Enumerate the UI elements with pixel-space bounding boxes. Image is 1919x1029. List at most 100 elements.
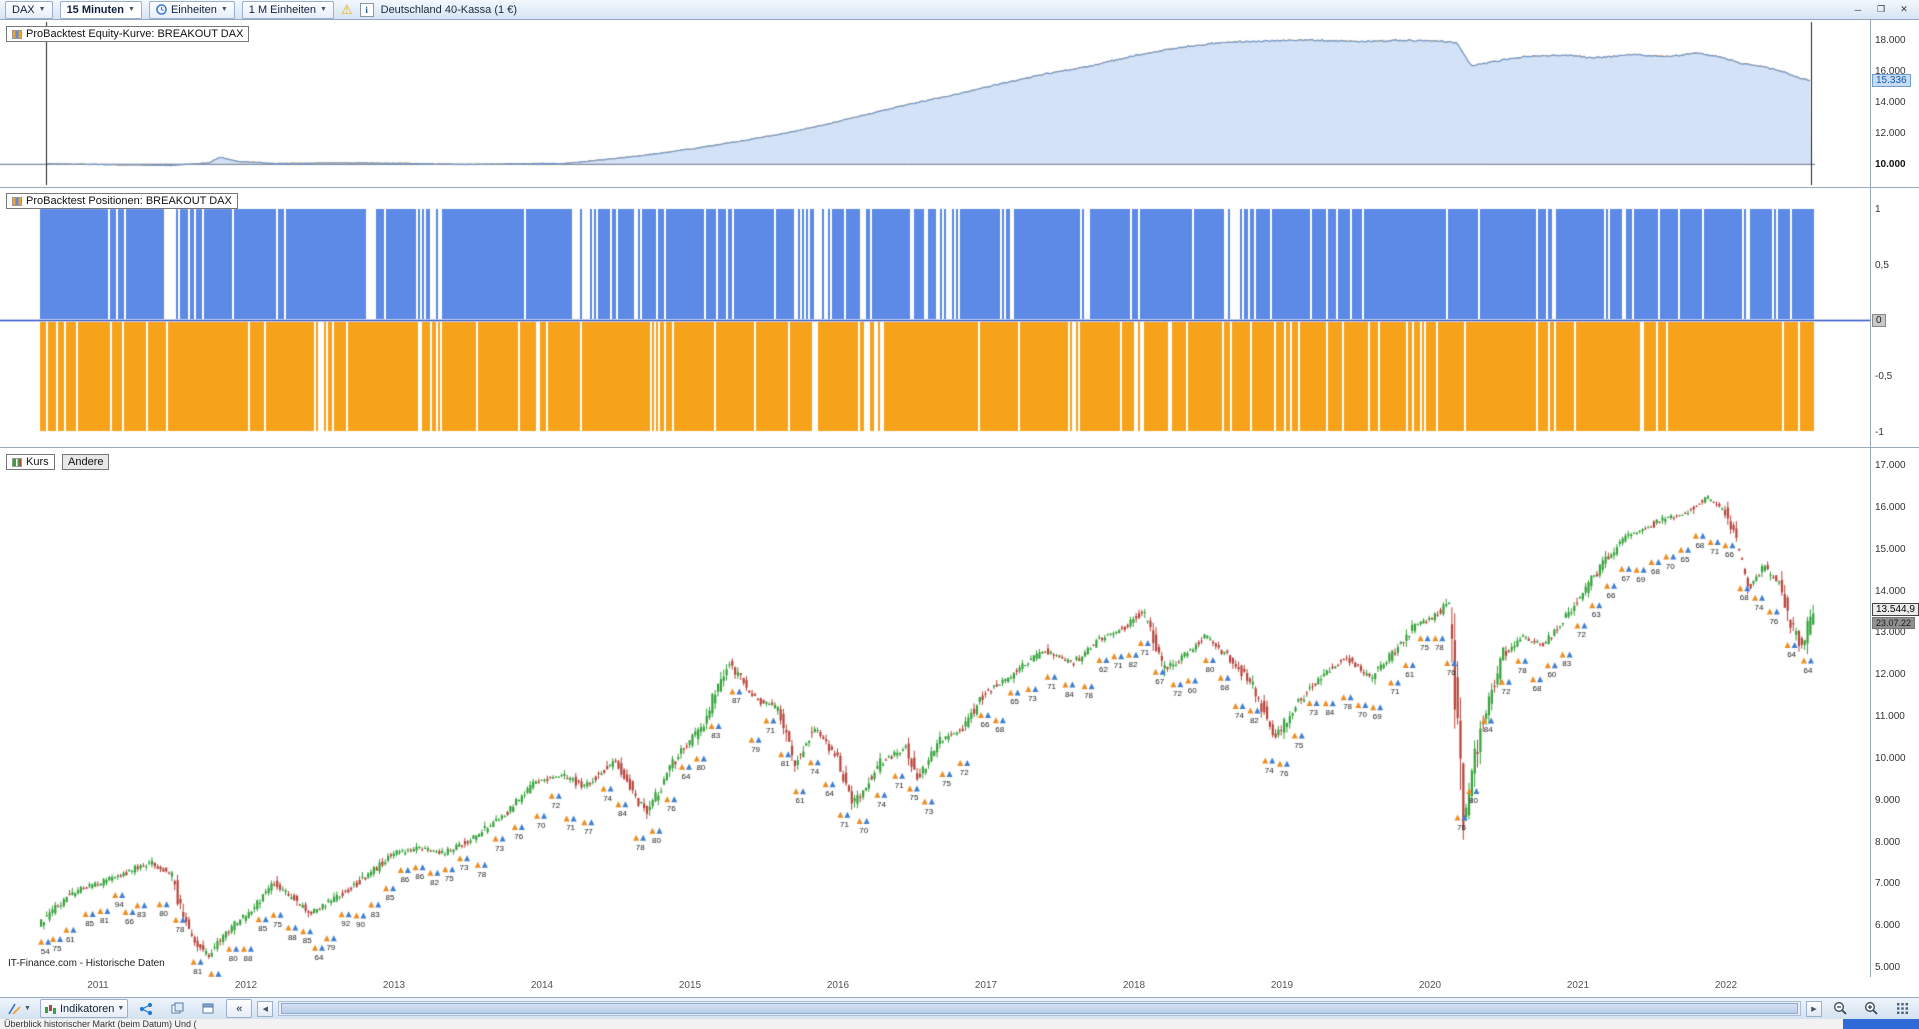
dots-grid-icon	[1896, 1003, 1908, 1014]
positions-zero-chip: 0	[1872, 313, 1886, 327]
taskbar-fragment	[1843, 1019, 1919, 1029]
axis-tick-label: -0,5	[1875, 371, 1893, 383]
axis-tick-label: 14.000	[1875, 96, 1906, 108]
axis-tick-label: 17.000	[1875, 460, 1906, 471]
status-text: Überblick historischer Markt (beim Datum…	[4, 1019, 197, 1029]
equity-panel-label[interactable]: ProBacktest Equity-Kurve: BREAKOUT DAX	[6, 26, 250, 42]
year-label: 2018	[1122, 980, 1146, 991]
axis-tick-label: 14.000	[1875, 585, 1906, 597]
positions-panel-label-text: ProBacktest Positionen: BREAKOUT DAX	[26, 195, 232, 207]
indicator-candles-icon	[44, 1004, 56, 1014]
year-label: 2011	[87, 980, 109, 991]
axis-tick-label: 18.000	[1875, 35, 1906, 47]
equity-panel-label-text: ProBacktest Equity-Kurve: BREAKOUT DAX	[26, 28, 244, 40]
timeframe-select[interactable]: 15 Minuten ▼	[59, 0, 142, 19]
window-copy-icon	[202, 1003, 214, 1014]
bottom-toolbar: ▼ Indikatoren ▼	[0, 997, 1919, 1019]
panel-divider	[0, 447, 1919, 448]
symbol-label: DAX	[12, 3, 35, 16]
status-row: Überblick historischer Markt (beim Datum…	[0, 1019, 1919, 1029]
axis-tick-label: 15.000	[1875, 543, 1906, 555]
axis-tick-label: 8.000	[1875, 836, 1901, 848]
price-last-date-chip: 23.07.22	[1872, 616, 1916, 629]
tab-andere-label: Andere	[68, 456, 104, 468]
scroll-left-button[interactable]: ◀	[257, 1000, 274, 1017]
close-button[interactable]: ✕	[1900, 4, 1908, 14]
warning-icon[interactable]: ⚠	[340, 2, 353, 17]
chevron-down-icon: ▼	[320, 6, 327, 13]
units-count-label: 1 M Einheiten	[248, 3, 317, 16]
axis-tick-label: 9.000	[1875, 794, 1901, 806]
axis-tick-label: 12.000	[1875, 127, 1906, 139]
grid-options-button[interactable]	[1889, 999, 1915, 1018]
indicators-label: Indikatoren	[59, 1002, 115, 1015]
instrument-label: Deutschland 40-Kassa (1 €)	[380, 3, 517, 16]
collapse-button[interactable]: «	[226, 999, 253, 1018]
axis-tick-label: -1	[1875, 427, 1884, 438]
year-label: 2019	[1270, 980, 1294, 991]
new-window-button[interactable]	[164, 999, 190, 1018]
panel-divider	[0, 187, 1919, 188]
axis-tick-label: 13.000	[1875, 627, 1906, 639]
price-chart[interactable]	[0, 448, 1870, 977]
drawing-tools-button[interactable]: ▼	[4, 999, 35, 1018]
clock-icon	[156, 4, 167, 15]
timeframe-label: 15 Minuten	[66, 3, 125, 16]
axis-tick-label: 7.000	[1875, 878, 1901, 890]
restore-button[interactable]: ❐	[1876, 4, 1886, 14]
share-nodes-icon	[140, 1002, 153, 1015]
year-label: 2015	[678, 980, 702, 991]
scroll-right-button[interactable]: ▶	[1806, 1000, 1822, 1017]
axis-tick-label: 6.000	[1875, 920, 1901, 932]
year-label: 2013	[382, 980, 406, 991]
axis-tick-label: 16.000	[1875, 501, 1906, 513]
price-last-value-chip: 13.544,9	[1872, 602, 1919, 616]
minimize-button[interactable]: ─	[1854, 4, 1862, 15]
zoom-out-icon	[1833, 1002, 1847, 1015]
zoom-out-button[interactable]	[1827, 999, 1853, 1018]
symbol-select[interactable]: DAX ▼	[5, 0, 53, 19]
time-axis[interactable]: 2011 2012 2013 2014 2015 2016 2017 2018 2019 2020…	[0, 977, 1919, 997]
tab-kurs[interactable]: Kurs	[6, 454, 55, 470]
duplicate-window-button[interactable]	[195, 999, 221, 1018]
units-type-label: Einheiten	[170, 3, 217, 16]
units-count-select[interactable]: 1 M Einheiten ▼	[241, 0, 334, 19]
axis-tick-label: 10.000	[1875, 752, 1906, 764]
axis-tick-label: 1	[1875, 204, 1881, 215]
axis-tick-label: 12.000	[1875, 669, 1906, 681]
indicators-button[interactable]: Indikatoren ▼	[39, 999, 129, 1018]
year-label: 2022	[1714, 980, 1738, 991]
chevron-down-icon: ▼	[117, 1005, 125, 1012]
share-button[interactable]	[133, 999, 159, 1018]
year-label: 2021	[1566, 980, 1590, 991]
year-label: 2020	[1418, 980, 1442, 991]
positions-chart[interactable]	[0, 188, 1870, 447]
year-label: 2014	[530, 980, 554, 991]
window-controls: ─ ❐ ✕	[1848, 2, 1914, 18]
zoom-in-button[interactable]	[1858, 999, 1884, 1018]
horizontal-scrollbar[interactable]	[278, 1001, 1801, 1016]
year-label: 2016	[826, 980, 850, 991]
year-label: 2012	[234, 980, 258, 991]
info-icon[interactable]: i	[359, 2, 374, 17]
axis-tick-label: 16.000	[1875, 66, 1906, 78]
equity-last-value-chip: 15.336	[1872, 74, 1911, 88]
year-label: 2017	[974, 980, 998, 991]
chevron-down-icon: ▼	[220, 6, 228, 13]
data-source-watermark: IT-Finance.com - Historische Daten	[8, 958, 165, 969]
histogram-icon	[12, 29, 22, 39]
candlestick-icon	[12, 457, 22, 467]
scrollbar-thumb[interactable]	[281, 1003, 1798, 1014]
chevron-down-icon: ▼	[38, 6, 46, 13]
tab-kurs-label: Kurs	[26, 456, 49, 468]
positions-panel-label[interactable]: ProBacktest Positionen: BREAKOUT DAX	[6, 193, 238, 209]
windows-icon	[171, 1002, 184, 1014]
equity-curve-chart[interactable]	[0, 20, 1870, 187]
tab-andere[interactable]: Andere	[62, 454, 110, 470]
histogram-icon	[12, 196, 22, 206]
units-type-select[interactable]: Einheiten ▼	[148, 0, 235, 19]
price-axis-column[interactable]: 15.336 0 13.544,9 23.07.22 18.000 16.000 1…	[1870, 20, 1919, 977]
zoom-in-icon	[1864, 1002, 1878, 1015]
draw-lines-icon	[8, 1003, 21, 1015]
